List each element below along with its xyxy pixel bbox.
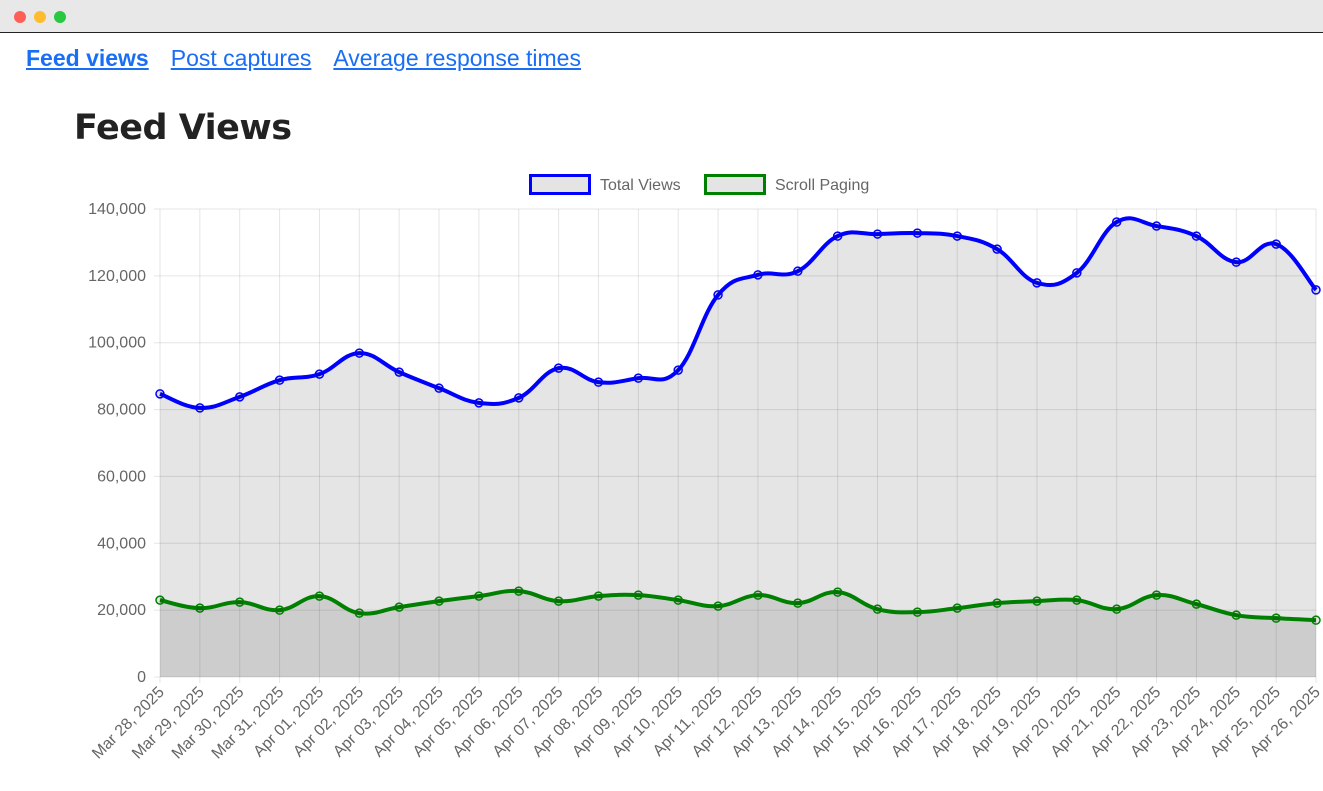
total-views-point: [1191, 231, 1202, 241]
y-tick-label: 60,000: [97, 468, 146, 485]
scroll-paging-area: [160, 590, 1316, 677]
total-views-area: [160, 218, 1316, 678]
close-window-button[interactable]: [14, 11, 26, 23]
legend-label: Scroll Paging: [775, 177, 869, 194]
y-tick-label: 140,000: [88, 201, 146, 218]
scroll-paging-point: [1231, 610, 1242, 620]
legend-item[interactable]: Scroll Paging: [704, 174, 870, 195]
scroll-paging-point: [1191, 599, 1202, 609]
total-views-point: [952, 231, 962, 241]
scroll-paging-point: [1032, 596, 1042, 606]
total-views-point: [474, 398, 484, 408]
legend-label: Total Views: [600, 177, 681, 194]
scroll-paging-point: [912, 607, 923, 617]
total-views-point: [713, 290, 723, 300]
minimize-window-button[interactable]: [34, 11, 46, 23]
total-views-point: [195, 403, 205, 413]
total-views-point: [234, 392, 245, 402]
y-tick-label: 80,000: [97, 402, 146, 419]
scroll-paging-point: [832, 587, 843, 597]
scroll-paging-point: [314, 591, 325, 601]
tab-average-response-times[interactable]: Average response times: [333, 45, 581, 71]
legend-item[interactable]: Total Views: [529, 174, 681, 195]
total-views-point: [1111, 217, 1122, 227]
scroll-paging-point: [394, 602, 404, 612]
total-views-point: [912, 228, 923, 238]
total-views-point: [1231, 257, 1242, 267]
scroll-paging-point: [872, 604, 883, 614]
total-views-point: [514, 393, 524, 403]
scroll-paging-point: [155, 595, 165, 605]
total-views-point: [753, 270, 763, 280]
total-views-point: [354, 348, 365, 358]
total-views-line: [159, 216, 1318, 410]
total-views-point: [832, 231, 843, 241]
scroll-paging-point: [992, 598, 1002, 608]
scroll-paging-point: [1271, 613, 1281, 623]
x-tick-label: Apr 26, 2025: [1247, 684, 1323, 761]
window-titlebar: [0, 0, 1323, 33]
total-views-point: [593, 377, 604, 387]
scroll-paging-point: [673, 595, 683, 605]
scroll-paging-point: [713, 601, 723, 611]
y-tick-label: 20,000: [97, 602, 146, 619]
tab-feed-views[interactable]: Feed views: [26, 45, 149, 71]
scroll-paging-point: [514, 586, 524, 596]
scroll-paging-point: [1311, 615, 1321, 625]
scroll-paging-point: [553, 596, 564, 606]
scroll-paging-point: [633, 590, 644, 600]
legend-swatch: [529, 174, 591, 195]
total-views-point: [553, 363, 564, 373]
scroll-paging-point: [1151, 590, 1162, 600]
total-views-point: [274, 375, 285, 385]
total-views-point: [155, 389, 165, 399]
scroll-paging-point: [753, 590, 763, 600]
maximize-window-button[interactable]: [54, 11, 66, 23]
scroll-paging-point: [1072, 595, 1082, 605]
scroll-paging-point: [274, 605, 285, 615]
total-views-point: [1271, 239, 1281, 249]
scroll-paging-point: [593, 591, 604, 601]
total-views-point: [434, 383, 444, 393]
scroll-paging-point: [952, 603, 962, 613]
scroll-paging-point: [1111, 604, 1122, 614]
tab-post-captures[interactable]: Post captures: [170, 45, 312, 71]
total-views-point: [992, 244, 1002, 254]
scroll-paging-point: [474, 591, 484, 601]
scroll-paging-point: [234, 597, 245, 607]
total-views-point: [394, 367, 404, 377]
total-views-point: [314, 369, 325, 379]
total-views-point: [1311, 285, 1321, 295]
page-title: Feed Views: [74, 108, 292, 148]
y-tick-label: 120,000: [88, 268, 146, 285]
y-tick-label: 40,000: [97, 535, 146, 552]
total-views-point: [633, 373, 644, 383]
y-tick-label: 0: [137, 669, 146, 686]
nav-tabs: Feed views Post captures Average respons…: [26, 45, 581, 72]
legend-swatch: [704, 174, 766, 195]
scroll-paging-point: [793, 598, 803, 608]
y-tick-label: 100,000: [88, 335, 146, 352]
total-views-point: [793, 266, 803, 276]
total-views-point: [1151, 221, 1162, 231]
total-views-point: [872, 229, 883, 239]
total-views-point: [1072, 268, 1082, 278]
scroll-paging-point: [195, 603, 205, 613]
total-views-point: [1032, 278, 1042, 288]
total-views-point: [673, 365, 683, 375]
scroll-paging-point: [434, 596, 444, 606]
scroll-paging-point: [354, 608, 365, 618]
